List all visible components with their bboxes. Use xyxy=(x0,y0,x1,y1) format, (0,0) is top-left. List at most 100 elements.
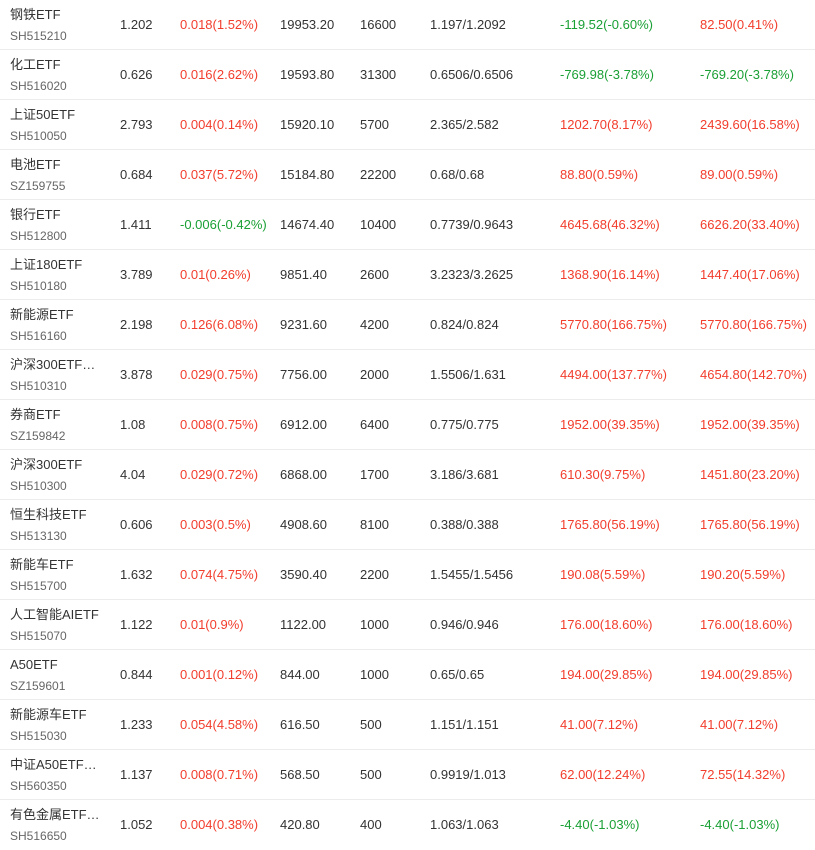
total-profit: -4.40(-1.03%) xyxy=(700,817,780,832)
table-row[interactable]: 券商ETF SZ159842 1.08 0.008(0.75%) 6912.00 6400… xyxy=(0,400,815,450)
fund-code: SH515070 xyxy=(10,629,67,643)
holding-profit: 88.80(0.59%) xyxy=(560,167,639,182)
fund-name[interactable]: 新能源ETF xyxy=(10,307,74,322)
fund-name[interactable]: 中证A50ETF… xyxy=(10,757,97,772)
share-count: 1000 xyxy=(360,667,389,682)
total-profit: 1451.80(23.20%) xyxy=(700,467,800,482)
table-row[interactable]: 钢铁ETF SH515210 1.202 0.018(1.52%) 19953.20 16… xyxy=(0,0,815,50)
holding-profit: 1202.70(8.17%) xyxy=(560,117,653,132)
price-change: 0.029(0.75%) xyxy=(180,367,259,382)
table-row[interactable]: 银行ETF SH512800 1.411 -0.006(-0.42%) 14674.40… xyxy=(0,200,815,250)
fund-name-cell[interactable]: A50ETF SZ159601 xyxy=(10,650,110,700)
total-profit: 72.55(14.32%) xyxy=(700,767,786,782)
fund-name-cell[interactable]: 沪深300ETF SH510300 xyxy=(10,450,110,500)
fund-name[interactable]: 电池ETF xyxy=(10,157,61,172)
table-row[interactable]: 沪深300ETF… SH510310 3.878 0.029(0.75%) 7756.0… xyxy=(0,350,815,400)
fund-code: SH512800 xyxy=(10,229,67,243)
price-change: 0.01(0.9%) xyxy=(180,617,244,632)
table-row[interactable]: A50ETF SZ159601 0.844 0.001(0.12%) 844.00 100… xyxy=(0,650,815,700)
fund-code: SH515030 xyxy=(10,729,67,743)
fund-name-cell[interactable]: 新能源车ETF SH515030 xyxy=(10,700,110,750)
fund-name[interactable]: 沪深300ETF… xyxy=(10,357,96,372)
fund-code: SH560350 xyxy=(10,779,67,793)
fund-name[interactable]: 券商ETF xyxy=(10,407,61,422)
fund-code: SH510310 xyxy=(10,379,67,393)
cost-price: 0.6506/0.6506 xyxy=(430,67,514,82)
share-count: 4200 xyxy=(360,317,389,332)
fund-name[interactable]: 化工ETF xyxy=(10,57,61,72)
price-change: 0.01(0.26%) xyxy=(180,267,251,282)
holding-profit: 176.00(18.60%) xyxy=(560,617,653,632)
table-row[interactable]: 电池ETF SZ159755 0.684 0.037(5.72%) 15184.80 22… xyxy=(0,150,815,200)
price-change: 0.008(0.71%) xyxy=(180,767,259,782)
fund-name-cell[interactable]: 上证50ETF SH510050 xyxy=(10,100,110,150)
share-count: 2600 xyxy=(360,267,389,282)
cost-price: 0.65/0.65 xyxy=(430,667,485,682)
table-row[interactable]: 中证A50ETF… SH560350 1.137 0.008(0.71%) 568.50… xyxy=(0,750,815,800)
cost-price: 0.388/0.388 xyxy=(430,517,499,532)
share-count: 2200 xyxy=(360,567,389,582)
holding-profit: 4645.68(46.32%) xyxy=(560,217,660,232)
holding-profit: 5770.80(166.75%) xyxy=(560,317,667,332)
fund-name[interactable]: 上证50ETF xyxy=(10,107,76,122)
fund-name[interactable]: 沪深300ETF xyxy=(10,457,83,472)
fund-name-cell[interactable]: 券商ETF SZ159842 xyxy=(10,400,110,450)
fund-name-cell[interactable]: 银行ETF SH512800 xyxy=(10,200,110,250)
current-price: 1.411 xyxy=(120,217,152,232)
fund-name[interactable]: 新能车ETF xyxy=(10,557,74,572)
fund-name-cell[interactable]: 人工智能AIETF SH515070 xyxy=(10,600,110,650)
fund-name[interactable]: 钢铁ETF xyxy=(10,7,61,22)
cost-price: 0.68/0.68 xyxy=(430,167,485,182)
fund-code: SZ159755 xyxy=(10,179,66,193)
fund-name-cell[interactable]: 中证A50ETF… SH560350 xyxy=(10,750,110,800)
fund-name-cell[interactable]: 新能源ETF SH516160 xyxy=(10,300,110,350)
market-value: 616.50 xyxy=(280,717,320,732)
holding-profit: -119.52(-0.60%) xyxy=(560,17,653,32)
fund-name-cell[interactable]: 新能车ETF SH515700 xyxy=(10,550,110,600)
table-row[interactable]: 沪深300ETF SH510300 4.04 0.029(0.72%) 6868.00 1… xyxy=(0,450,815,500)
share-count: 6400 xyxy=(360,417,389,432)
market-value: 568.50 xyxy=(280,767,320,782)
fund-name[interactable]: A50ETF xyxy=(10,657,58,672)
fund-name-cell[interactable]: 上证180ETF SH510180 xyxy=(10,250,110,300)
fund-name[interactable]: 上证180ETF xyxy=(10,257,83,272)
table-row[interactable]: 人工智能AIETF SH515070 1.122 0.01(0.9%) 1122.00 1… xyxy=(0,600,815,650)
current-price: 1.202 xyxy=(120,17,153,32)
fund-name[interactable]: 新能源车ETF xyxy=(10,707,87,722)
table-row[interactable]: 上证180ETF SH510180 3.789 0.01(0.26%) 9851.40 2… xyxy=(0,250,815,300)
cost-price: 0.946/0.946 xyxy=(430,617,499,632)
price-change: 0.054(4.58%) xyxy=(180,717,259,732)
total-profit: 2439.60(16.58%) xyxy=(700,117,800,132)
fund-code: SH510180 xyxy=(10,279,67,293)
table-row[interactable]: 上证50ETF SH510050 2.793 0.004(0.14%) 15920.10… xyxy=(0,100,815,150)
total-profit: 89.00(0.59%) xyxy=(700,167,779,182)
table-row[interactable]: 新能车ETF SH515700 1.632 0.074(4.75%) 3590.40 22… xyxy=(0,550,815,600)
fund-name-cell[interactable]: 化工ETF SH516020 xyxy=(10,50,110,100)
fund-name-cell[interactable]: 恒生科技ETF SH513130 xyxy=(10,500,110,550)
total-profit: 4654.80(142.70%) xyxy=(700,367,807,382)
total-profit: 1447.40(17.06%) xyxy=(700,267,800,282)
share-count: 31300 xyxy=(360,67,397,82)
fund-name[interactable]: 银行ETF xyxy=(10,207,61,222)
fund-code: SH516020 xyxy=(10,79,67,93)
share-count: 500 xyxy=(360,767,382,782)
table-row[interactable]: 化工ETF SH516020 0.626 0.016(2.62%) 19593.80 31… xyxy=(0,50,815,100)
fund-name-cell[interactable]: 有色金属ETF… SH516650 xyxy=(10,800,110,850)
current-price: 4.04 xyxy=(120,467,146,482)
table-row[interactable]: 有色金属ETF… SH516650 1.052 0.004(0.38%) 420.80 4… xyxy=(0,800,815,850)
table-row[interactable]: 新能源车ETF SH515030 1.233 0.054(4.58%) 616.50 50… xyxy=(0,700,815,750)
table-row[interactable]: 新能源ETF SH516160 2.198 0.126(6.08%) 9231.60 42… xyxy=(0,300,815,350)
market-value: 420.80 xyxy=(280,817,320,832)
current-price: 1.233 xyxy=(120,717,153,732)
fund-name[interactable]: 有色金属ETF… xyxy=(10,807,100,822)
cost-price: 1.5506/1.631 xyxy=(430,367,506,382)
cost-price: 3.2323/3.2625 xyxy=(430,267,514,282)
fund-name-cell[interactable]: 沪深300ETF… SH510310 xyxy=(10,350,110,400)
table-row[interactable]: 恒生科技ETF SH513130 0.606 0.003(0.5%) 4908.60 81… xyxy=(0,500,815,550)
fund-name-cell[interactable]: 钢铁ETF SH515210 xyxy=(10,0,110,50)
fund-name-cell[interactable]: 电池ETF SZ159755 xyxy=(10,150,110,200)
cost-price: 2.365/2.582 xyxy=(430,117,499,132)
fund-name[interactable]: 人工智能AIETF xyxy=(10,607,99,622)
fund-code: SH510300 xyxy=(10,479,67,493)
fund-name[interactable]: 恒生科技ETF xyxy=(10,507,87,522)
